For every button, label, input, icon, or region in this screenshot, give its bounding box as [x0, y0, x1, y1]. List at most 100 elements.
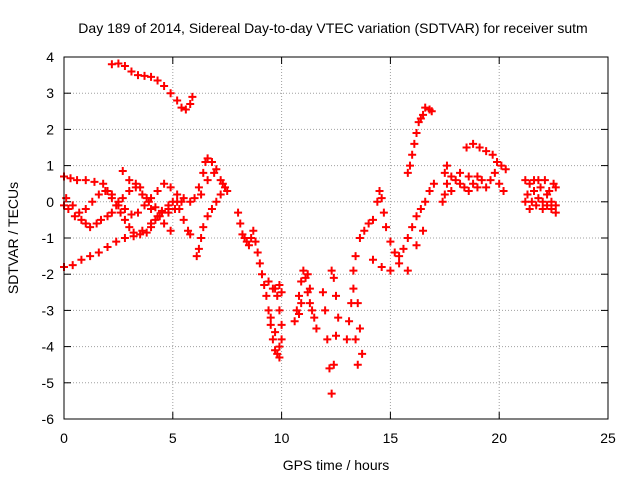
- data-point: [421, 103, 430, 112]
- series-15: [521, 176, 560, 217]
- data-point: [266, 320, 275, 329]
- data-point: [99, 179, 108, 188]
- data-point: [120, 215, 129, 224]
- data-point: [147, 205, 156, 214]
- data-point: [68, 201, 77, 210]
- data-point: [194, 244, 203, 253]
- data-point: [473, 183, 482, 192]
- series-9: [318, 266, 343, 398]
- data-point: [129, 232, 138, 241]
- data-point: [266, 313, 275, 322]
- data-point: [81, 219, 90, 228]
- data-point: [166, 89, 175, 98]
- data-point: [358, 349, 367, 358]
- data-point: [88, 197, 97, 206]
- data-point: [329, 360, 338, 369]
- data-point: [412, 241, 421, 250]
- data-point: [377, 262, 386, 271]
- data-point: [395, 252, 404, 261]
- data-point: [386, 237, 395, 246]
- data-point: [521, 176, 530, 185]
- data-point: [264, 306, 273, 315]
- data-point: [120, 234, 129, 242]
- data-point: [273, 291, 282, 300]
- data-point: [323, 335, 332, 344]
- data-point: [290, 317, 299, 326]
- data-point: [94, 190, 103, 199]
- y-tick-label: 4: [46, 49, 54, 65]
- data-point: [416, 205, 425, 214]
- data-point: [73, 176, 82, 185]
- data-point: [451, 176, 460, 185]
- data-point: [125, 223, 134, 232]
- y-tick-label: -6: [42, 411, 55, 427]
- data-point: [429, 179, 438, 188]
- data-point: [425, 186, 434, 195]
- grid-lines: [64, 57, 608, 419]
- data-point: [151, 203, 160, 212]
- data-point: [81, 176, 90, 185]
- data-point: [86, 223, 95, 232]
- data-point: [530, 176, 539, 185]
- data-point: [127, 67, 136, 76]
- data-point: [94, 248, 103, 257]
- data-point: [462, 143, 471, 152]
- series-11: [349, 179, 438, 275]
- y-tick-label: 3: [46, 85, 54, 101]
- data-point: [551, 208, 560, 217]
- data-point: [318, 288, 327, 297]
- data-point: [403, 266, 412, 275]
- data-point: [103, 243, 112, 252]
- data-point: [179, 215, 188, 224]
- data-point: [403, 234, 412, 242]
- data-point: [140, 201, 149, 210]
- data-point: [207, 157, 216, 166]
- data-point: [138, 226, 147, 235]
- data-point: [395, 259, 404, 268]
- data-point: [151, 215, 160, 224]
- data-point: [525, 205, 534, 214]
- data-point: [538, 197, 547, 206]
- data-point: [321, 306, 330, 315]
- data-point: [177, 197, 186, 206]
- data-point: [373, 197, 382, 206]
- data-point: [203, 154, 212, 163]
- data-point: [118, 194, 127, 203]
- data-point: [368, 255, 377, 264]
- data-point: [440, 168, 449, 177]
- data-point: [264, 277, 273, 286]
- data-point: [68, 261, 77, 270]
- data-point: [464, 172, 473, 181]
- data-point: [203, 212, 212, 221]
- data-point: [534, 194, 543, 203]
- data-point: [173, 96, 182, 105]
- data-point: [310, 313, 319, 322]
- data-point: [486, 176, 495, 185]
- data-point: [77, 215, 86, 224]
- y-tick-label: 2: [46, 121, 54, 137]
- series-13: [438, 161, 508, 206]
- data-point: [521, 197, 530, 206]
- data-point: [125, 176, 134, 185]
- x-tick-label: 15: [383, 430, 399, 446]
- data-point: [131, 183, 140, 192]
- data-point: [412, 212, 421, 221]
- series-8: [290, 266, 321, 333]
- data-point: [166, 226, 175, 235]
- data-point: [258, 270, 267, 279]
- data-point: [349, 266, 358, 275]
- y-tick-label: -4: [42, 339, 55, 355]
- data-point: [120, 205, 129, 214]
- y-tick-label: -1: [42, 230, 55, 246]
- data-point: [194, 183, 203, 192]
- data-point: [495, 179, 504, 188]
- data-point: [203, 176, 212, 185]
- axis-ticks: 0 5 10 15 20 25 -6 -5 -4 -3 -2 -1 0 1 2 3 4: [42, 49, 616, 446]
- data-point: [197, 190, 206, 199]
- data-point: [164, 208, 173, 217]
- series-14: [462, 139, 510, 174]
- data-point: [138, 190, 147, 199]
- data-point: [153, 186, 162, 195]
